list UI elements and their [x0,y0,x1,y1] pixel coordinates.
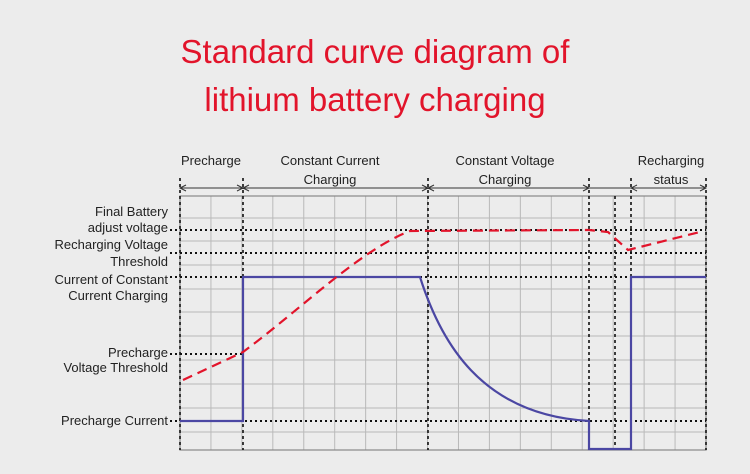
current-curve [180,275,706,451]
level-label: Voltage Threshold [63,360,168,375]
level-lines [170,229,706,422]
phase-label: Precharge [181,153,241,168]
phase-label: Constant Current [281,153,380,168]
title-line: lithium battery charging [204,81,545,118]
level-label: Precharge [108,345,168,360]
level-label: Threshold [110,254,168,269]
level-label: Precharge Current [61,413,168,428]
level-label: Final Battery [95,204,168,219]
phase-label: Charging [304,172,357,187]
phase-label: Constant Voltage [455,153,554,168]
level-label: Recharging Voltage [55,237,168,252]
title-line: Standard curve diagram of [181,33,571,70]
grid [179,195,707,451]
phase-arrows [178,184,708,192]
voltage-curve [182,228,701,381]
level-label: adjust voltage [88,220,168,235]
phase-label: Recharging [638,153,705,168]
phase-label: Charging [479,172,532,187]
level-label: Current of Constant [55,272,169,287]
phase-label: status [654,172,689,187]
level-label: Current Charging [68,288,168,303]
